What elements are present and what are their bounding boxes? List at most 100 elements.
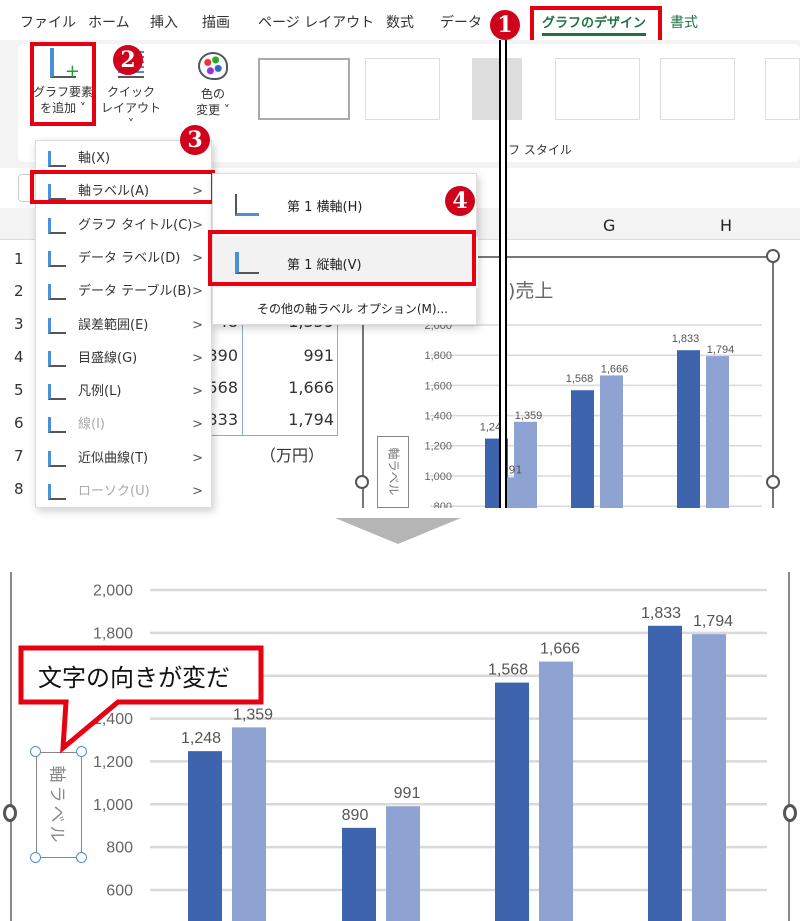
menu-item-primary-horizontal[interactable]: 第 1 横軸(H) [213,180,478,230]
callout-shape [18,645,264,754]
chart-title[interactable]: )売上 [508,280,554,302]
selection-handle[interactable] [76,852,87,863]
menu-item-label: データ テーブル(B) [78,284,192,300]
step-badge-4: 4 [445,186,475,216]
resize-handle[interactable] [3,804,17,822]
chart-style-thumbnail-5[interactable] [660,58,735,120]
resize-handle[interactable] [783,804,797,822]
selection-handle[interactable] [30,746,41,757]
menu-item[interactable]: ローソク(U) > [36,476,211,508]
bar [571,390,594,508]
menu-item[interactable]: 誤差範囲(E) > [36,310,211,342]
menu-item[interactable]: 凡例(L) > [36,376,211,408]
unit-cell[interactable]: （万円） [259,446,324,465]
menu-item-icon [48,317,66,334]
selection-handle[interactable] [30,852,41,863]
data-label: 1,833 [641,605,681,622]
cell[interactable]: 1,666 [288,378,334,397]
menu-item-label: 第 1 横軸(H) [287,200,363,215]
axis-label-box[interactable]: 軸ラベル [36,752,82,858]
menu-item-icon [48,284,66,301]
chart-style-thumbnail-2[interactable] [365,58,440,120]
menu-item-icon [48,450,66,467]
menu-item[interactable]: データ ラベル(D) > [36,243,211,275]
chart-style-thumbnail-1[interactable] [258,58,350,120]
menu-item[interactable]: データ テーブル(B) > [36,276,211,308]
resize-handle[interactable] [355,475,369,489]
change-colors-button[interactable]: 色の 変更 ˅ [184,52,242,118]
vertical-axis-title-icon [235,252,259,274]
menu-item-icon [48,384,66,401]
data-label: 1,666 [601,363,629,375]
resize-handle[interactable] [766,475,780,489]
chevron-right-icon: > [192,350,203,366]
tab-insert[interactable]: 挿入 [150,15,178,31]
horizontal-axis-title-icon [235,194,259,216]
chart-style-thumbnail-3[interactable] [472,58,522,120]
chart-style-thumbnail-4[interactable] [555,58,640,120]
menu-item-primary-vertical[interactable]: 第 1 縦軸(V) [213,236,478,288]
tab-page-layout[interactable]: ページ レイアウト [258,15,375,31]
data-label: 1,359 [515,410,543,422]
chevron-right-icon: > [192,317,203,333]
cell[interactable]: 333 [207,410,238,429]
cell[interactable]: 1,794 [288,410,334,429]
menu-item-icon [48,417,66,434]
bar [677,350,700,508]
menu-item[interactable]: 近似曲線(T) > [36,443,211,475]
menu-item-label: 目盛線(G) [78,350,138,366]
row-header[interactable]: 5 [14,381,24,399]
menu-item[interactable]: 目盛線(G) > [36,343,211,375]
y-tick-label: 600 [106,883,133,900]
axis-label-box-top[interactable]: 軸ラベル [377,436,409,508]
data-label: 1,666 [540,641,580,658]
cell[interactable]: 390 [207,346,238,365]
callout-text: 文字の向きが変だ [38,664,230,692]
column-header-g[interactable]: G [603,216,616,235]
bar [648,625,682,921]
menu-item-label: 近似曲線(T) [78,450,149,466]
chevron-right-icon: > [192,384,203,400]
cell[interactable]: 991 [303,346,334,365]
menu-item-label: 第 1 縦軸(V) [287,258,362,273]
row-header[interactable]: 3 [14,315,24,333]
chevron-right-icon: > [192,450,203,466]
row-header[interactable]: 8 [14,480,24,498]
tab-chart-design[interactable]: グラフのデザイン [542,12,647,36]
axis-titles-submenu: 第 1 横軸(H) 第 1 縦軸(V) その他の軸ラベル オプション(M)... [212,173,478,325]
tab-data[interactable]: データ [440,15,482,31]
y-tick-label: 1,800 [424,350,452,362]
menu-item-icon [48,484,66,500]
row-header[interactable]: 7 [14,447,24,465]
row-header[interactable]: 1 [14,250,24,268]
menu-item-label: 凡例(L) [78,384,122,400]
resize-handle[interactable] [766,249,780,263]
data-table [210,308,338,436]
chart-frame-top[interactable] [362,256,774,508]
menu-item[interactable]: 軸(X) [36,143,211,175]
data-label: 1,248 [181,730,221,747]
bar [495,682,529,921]
cell[interactable]: 568 [207,378,238,397]
axis-label-text: 軸ラベル [46,765,67,846]
menu-item-more-axis-title-options[interactable]: その他の軸ラベル オプション(M)... [257,302,448,316]
menu-item[interactable]: 線(I) > [36,409,211,441]
add-chart-element-button[interactable]: + グラフ要素 を追加 ˅ [30,42,96,126]
tab-draw[interactable]: 描画 [202,15,230,31]
chart-styles-group-label: フ スタイル [508,143,572,157]
chart-style-thumbnail-6[interactable] [765,58,800,120]
row-header[interactable]: 2 [14,282,24,300]
row-header[interactable]: 6 [14,414,24,432]
column-header-h[interactable]: H [720,216,733,235]
selection-handle[interactable] [76,746,87,757]
tab-formulas[interactable]: 数式 [386,15,414,31]
tab-file[interactable]: ファイル [20,15,76,31]
bar [386,806,420,921]
tab-home[interactable]: ホーム [88,15,130,31]
row-header[interactable]: 4 [14,348,24,366]
chevron-right-icon: > [192,217,203,233]
down-arrow-icon [335,518,461,544]
menu-item[interactable]: グラフ タイトル(C) > [36,210,211,242]
menu-item[interactable]: 軸ラベル(A) > [36,176,211,208]
tab-format[interactable]: 書式 [670,15,698,31]
